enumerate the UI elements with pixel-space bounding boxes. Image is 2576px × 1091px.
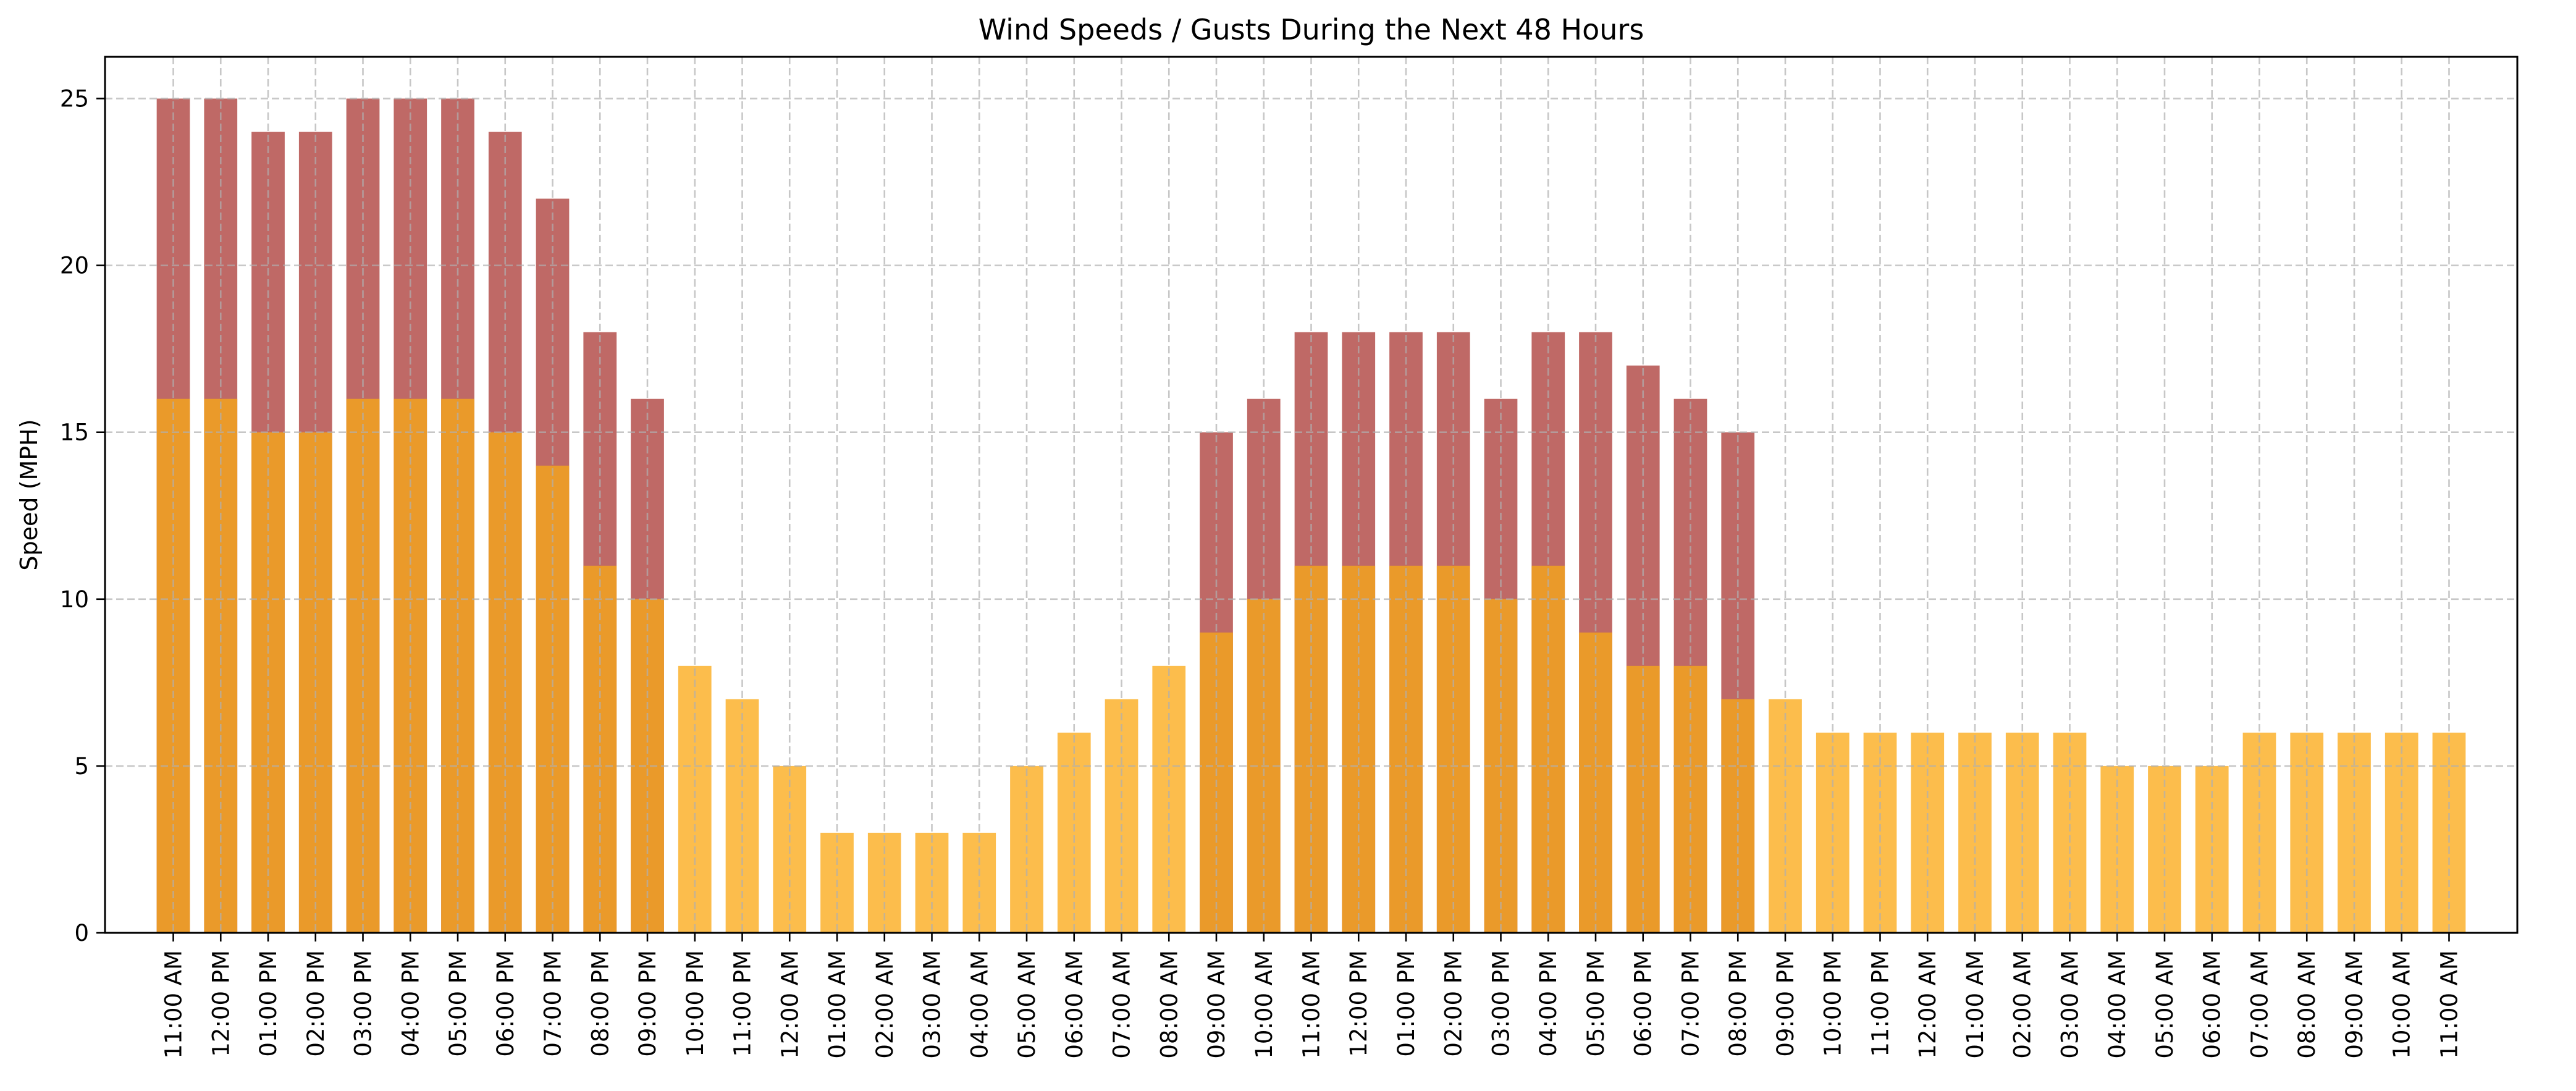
speed-bar [1626, 665, 1660, 933]
speed-bar [441, 398, 474, 933]
tick-layer: 0 5 10 15 20 25 11:00 AM 12:00 PM 01:00 PM 02:00 … [60, 86, 2463, 1059]
x-tick-label: 07:00 PM [1677, 950, 1704, 1057]
x-tick-label: 11:00 AM [161, 950, 187, 1059]
y-tick-label: 15 [60, 419, 89, 446]
x-tick-label: 05:00 PM [1583, 950, 1609, 1057]
x-tick-label: 12:00 PM [1345, 950, 1372, 1057]
y-tick-label: 0 [74, 920, 89, 946]
speed-bar [536, 465, 570, 933]
x-tick-label: 07:00 AM [1109, 950, 1135, 1059]
y-axis-label: Speed (MPH) [15, 419, 43, 570]
x-tick-label: 08:00 AM [2294, 950, 2320, 1059]
speed-bar [2242, 732, 2276, 933]
y-tick-label: 10 [60, 586, 89, 613]
x-tick-label: 12:00 PM [208, 950, 234, 1057]
x-tick-label: 01:00 PM [255, 950, 282, 1057]
x-tick-label: 11:00 AM [2436, 950, 2462, 1059]
speed-bar [394, 398, 427, 933]
x-tick-label: 04:00 AM [966, 950, 993, 1059]
x-tick-label: 03:00 PM [1488, 950, 1514, 1057]
speed-bar [156, 398, 190, 933]
speed-bar [2053, 732, 2087, 933]
speed-bar [631, 599, 664, 933]
x-tick-label: 07:00 AM [2246, 950, 2273, 1059]
x-tick-label: 11:00 AM [1299, 950, 1325, 1059]
speed-bar [678, 665, 712, 933]
speed-bar [204, 398, 238, 933]
x-tick-label: 06:00 PM [492, 950, 519, 1057]
x-tick-label: 11:00 PM [730, 950, 756, 1057]
grid-layer [105, 57, 2517, 934]
x-tick-label: 02:00 PM [303, 950, 329, 1057]
x-tick-label: 09:00 AM [2341, 950, 2368, 1059]
x-tick-label: 01:00 PM [1393, 950, 1420, 1057]
x-tick-label: 06:00 AM [2199, 950, 2226, 1059]
speed-bar [1911, 732, 1945, 933]
x-tick-label: 02:00 AM [2010, 950, 2036, 1059]
x-tick-label: 04:00 PM [397, 950, 424, 1057]
x-tick-label: 10:00 PM [1820, 950, 1846, 1057]
x-tick-label: 11:00 PM [1867, 950, 1893, 1057]
x-tick-label: 10:00 AM [2389, 950, 2415, 1059]
x-tick-label: 03:00 AM [2056, 950, 2083, 1059]
x-tick-label: 03:00 PM [350, 950, 377, 1057]
speed-bar [1673, 665, 1707, 933]
x-tick-label: 07:00 PM [540, 950, 566, 1057]
speed-bar [346, 398, 380, 933]
x-tick-label: 04:00 PM [1535, 950, 1562, 1057]
x-tick-label: 12:00 AM [777, 950, 803, 1059]
x-tick-label: 04:00 AM [2104, 950, 2131, 1059]
x-tick-label: 08:00 AM [1156, 950, 1182, 1059]
x-tick-label: 10:00 AM [1251, 950, 1277, 1059]
x-tick-label: 05:00 AM [1014, 950, 1040, 1059]
chart-title: Wind Speeds / Gusts During the Next 48 H… [979, 13, 1644, 46]
y-tick-label: 20 [60, 253, 89, 279]
x-tick-label: 01:00 AM [824, 950, 851, 1059]
x-tick-label: 05:00 PM [445, 950, 471, 1057]
x-tick-label: 03:00 AM [919, 950, 946, 1059]
y-tick-label: 5 [74, 753, 89, 780]
speed-bar [1152, 665, 1186, 933]
speed-bar [2432, 732, 2466, 933]
x-tick-label: 10:00 PM [682, 950, 709, 1057]
x-tick-label: 01:00 AM [1962, 950, 1989, 1059]
x-tick-label: 08:00 PM [587, 950, 613, 1057]
x-tick-label: 08:00 PM [1725, 950, 1751, 1057]
x-tick-label: 09:00 PM [634, 950, 661, 1057]
x-tick-label: 02:00 PM [1441, 950, 1467, 1057]
x-tick-label: 12:00 AM [1914, 950, 1941, 1059]
x-tick-label: 05:00 AM [2152, 950, 2178, 1059]
x-tick-label: 02:00 AM [872, 950, 898, 1059]
x-tick-label: 09:00 PM [1772, 950, 1799, 1057]
y-tick-label: 25 [60, 86, 89, 112]
x-tick-label: 09:00 AM [1203, 950, 1230, 1059]
x-tick-label: 06:00 PM [1630, 950, 1657, 1057]
x-tick-label: 06:00 AM [1061, 950, 1088, 1059]
